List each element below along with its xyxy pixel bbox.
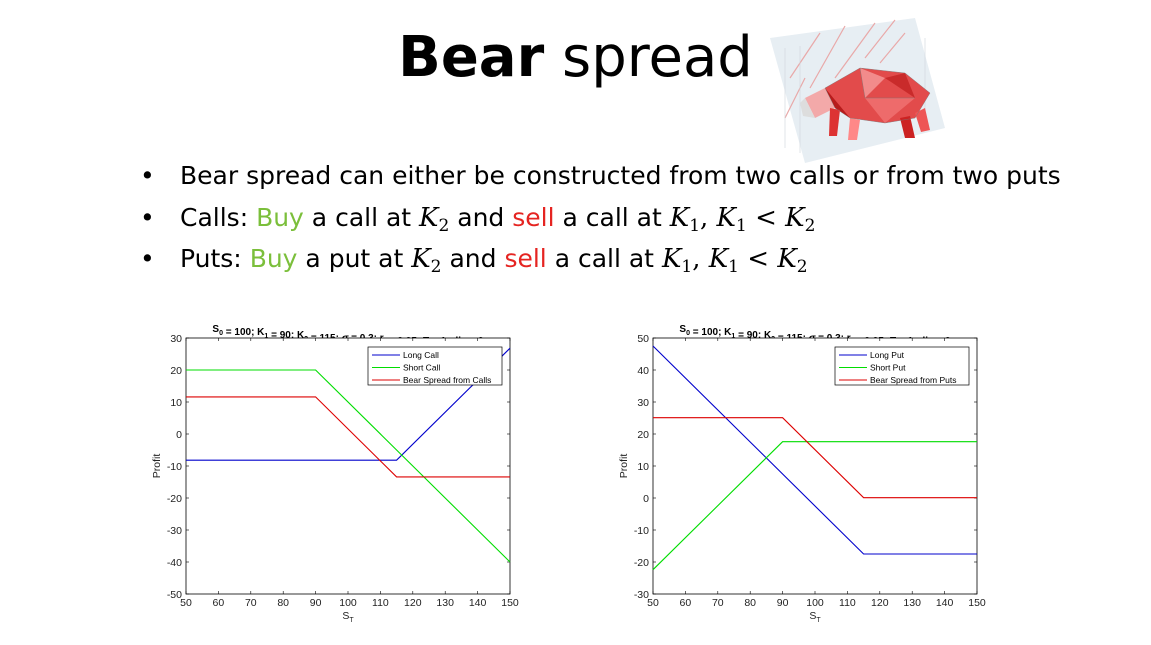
legend-box [834,346,970,386]
bullet-item-puts: • Puts: Buy a put at K2 and sell a call … [140,243,1061,285]
legend-label: Long Call [403,350,439,360]
legend-label: Short Put [870,363,906,373]
x-axis-label: ST [809,610,821,624]
y-tick-label: -20 [634,557,649,569]
bullet-text: and [449,202,513,232]
x-tick-label: 50 [180,597,192,609]
bullet-list: • Bear spread can either be constructed … [140,160,1061,285]
buy-word: Buy [249,244,298,273]
x-tick-label: 100 [806,597,824,609]
x-tick-label: 140 [936,597,954,609]
title-bold-word: Bear [398,25,545,90]
bear-spread-calls-chart: S0 = 100; K1 = 90; K2 = 115; σ = 0.3; rf… [151,324,519,624]
bullet-text: a put at [297,244,412,273]
strike-inequality: K1, K1 < K2 [661,244,808,277]
x-tick-label: 60 [680,597,692,609]
y-tick-label: -50 [167,589,182,601]
y-tick-label: 40 [637,365,649,377]
buy-word: Buy [256,202,304,232]
y-tick-label: 30 [637,397,649,409]
x-tick-label: 110 [372,597,389,609]
bullet-text: and [441,244,505,273]
bullet-text: Bear spread can either be constructed fr… [180,161,1061,190]
bullet-text: a call at [554,202,670,232]
y-tick-label: -10 [167,461,182,473]
x-tick-label: 80 [277,597,289,609]
x-tick-label: 130 [436,597,454,609]
x-tick-label: 90 [777,597,789,609]
x-tick-label: 150 [968,597,986,609]
series-line-short-call [186,369,511,563]
x-tick-label: 140 [469,597,487,609]
x-tick-label: 150 [501,597,519,609]
x-tick-label: 110 [839,597,856,609]
y-tick-label: 0 [176,429,182,441]
x-tick-label: 120 [404,597,422,609]
legend-label: Bear Spread from Calls [403,375,491,385]
legend-label: Long Put [870,350,905,360]
bullet-dot: • [140,244,155,273]
series-line-short-put [652,441,977,571]
y-tick-label: 50 [637,333,649,345]
bullet-text: a call at [546,244,662,273]
bullet-dot: • [140,202,155,232]
legend-label: Short Call [403,363,440,373]
y-tick-label: 30 [170,333,182,345]
y-tick-label: -30 [634,589,649,601]
y-tick-label: -10 [634,525,649,537]
slide-title: Bear spread [0,24,1151,92]
sell-word: sell [512,202,555,232]
series-line-bear-spread-from-puts [653,417,977,499]
x-tick-label: 70 [712,597,724,609]
x-tick-label: 60 [213,597,225,609]
bullet-item-construction: • Bear spread can either be constructed … [140,160,1061,202]
series-line-long-call [186,347,511,461]
legend-box [367,346,503,386]
y-tick-label: -40 [167,557,182,569]
sell-word: sell [504,244,547,273]
bullet-text: a call at [303,202,420,232]
y-tick-label: 20 [170,365,182,377]
x-tick-label: 70 [245,597,257,609]
x-tick-label: 90 [310,597,322,609]
bullet-prefix: Puts: [180,244,250,273]
x-tick-label: 130 [903,597,921,609]
y-tick-label: 10 [637,461,649,473]
y-axis-label: Profit [618,454,630,479]
series-line-long-put [652,345,977,555]
x-axis-label: ST [342,610,354,624]
bear-polygon-image [770,18,945,163]
x-tick-label: 100 [339,597,357,609]
y-axis-label: Profit [151,454,163,479]
title-rest: spread [544,25,753,90]
bullet-item-calls: • Calls: Buy a call at K2 and sell a cal… [140,202,1061,244]
strike-inequality: K1, K1 < K2 [669,202,816,236]
y-tick-label: -20 [167,493,182,505]
series-line-bear-spread-from-calls [186,396,510,478]
y-tick-label: 20 [637,429,649,441]
strike-k2: K2 [419,202,450,236]
y-tick-label: 0 [643,493,649,505]
strike-k2: K2 [411,244,442,277]
x-tick-label: 120 [871,597,889,609]
x-tick-label: 50 [647,597,659,609]
x-tick-label: 80 [744,597,756,609]
legend-label: Bear Spread from Puts [870,375,956,385]
bear-spread-puts-chart: S0 = 100; K1 = 90; K2 = 115; σ = 0.3; rf… [618,324,986,624]
bullet-prefix: Calls: [180,202,257,232]
y-tick-label: 10 [170,397,182,409]
bullet-dot: • [140,161,155,190]
y-tick-label: -30 [167,525,182,537]
